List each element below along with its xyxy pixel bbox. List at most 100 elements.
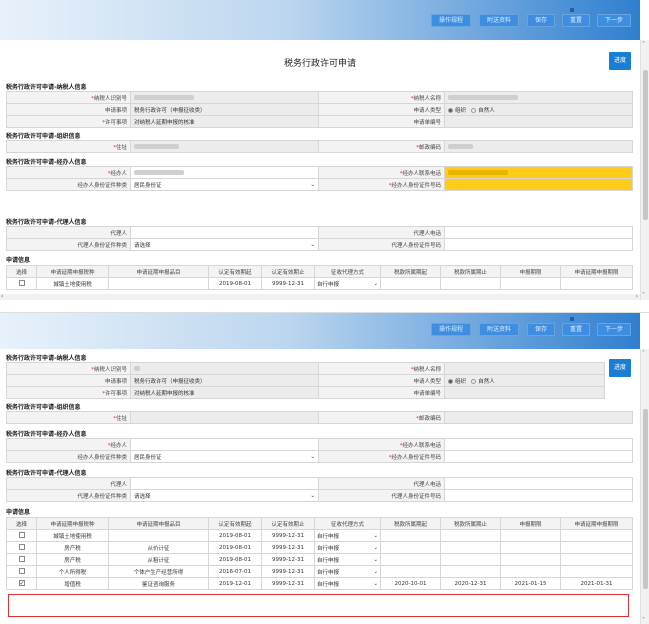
period-start-cell[interactable]: [380, 565, 441, 578]
row-checkbox[interactable]: [18, 568, 25, 575]
handler-idtype-select[interactable]: 居民身份证 ⌄: [130, 450, 319, 463]
grid-header: 征收代理方式: [314, 265, 381, 278]
scrollbar-thumb[interactable]: [643, 409, 648, 589]
screen-bottom: 操作规程 附送资料 保存 重置 下一步 进度 税务行政许可申请-纳税人信息 *纳…: [0, 312, 649, 624]
address-field[interactable]: [130, 411, 319, 424]
taxpayer-name-field[interactable]: [444, 91, 633, 104]
collection-mode-select[interactable]: 自行申报 ⌄: [314, 541, 381, 554]
period-end-cell[interactable]: [440, 565, 501, 578]
agent-idno-field[interactable]: [444, 238, 633, 251]
period-start-cell[interactable]: [380, 553, 441, 566]
handler-idtype-select[interactable]: 居民身份证 ⌄: [130, 178, 319, 191]
agent-name-field[interactable]: [130, 477, 319, 490]
attach-docs-button[interactable]: 附送资料: [479, 14, 519, 27]
extended-deadline-cell[interactable]: 2021-01-31: [560, 577, 633, 590]
vertical-scrollbar[interactable]: ˄ ˅: [640, 349, 649, 624]
chevron-down-icon: ⌄: [373, 556, 378, 563]
doc-no-field: [444, 115, 633, 128]
collection-mode-select[interactable]: 自行申报 ⌄: [314, 565, 381, 578]
scrollbar-thumb[interactable]: [643, 70, 648, 220]
row-checkbox[interactable]: [18, 556, 25, 563]
agent-phone-label: 代理人电话: [318, 226, 445, 239]
vertical-scrollbar[interactable]: ˄ ˅: [640, 40, 649, 300]
period-start-cell[interactable]: 2020-10-01: [380, 577, 441, 590]
next-step-button[interactable]: 下一步: [597, 14, 631, 27]
applicant-type-radio[interactable]: 组织 自然人: [444, 103, 633, 116]
row-checkbox[interactable]: [18, 532, 25, 539]
scroll-right-icon[interactable]: ›: [635, 293, 638, 300]
agent-name-field[interactable]: [130, 226, 319, 239]
save-button[interactable]: 保存: [527, 323, 555, 336]
extended-deadline-cell[interactable]: [560, 553, 633, 566]
scroll-up-icon[interactable]: ˄: [642, 350, 645, 357]
agent-phone-field[interactable]: [444, 226, 633, 239]
collection-mode-select[interactable]: 自行申报 ⌄: [314, 529, 381, 542]
row-checkbox[interactable]: [18, 544, 25, 551]
progress-button[interactable]: 进度: [609, 52, 631, 70]
matter-field: 税务行政许可（申报征收类）: [130, 103, 319, 116]
agent-phone-field[interactable]: [444, 477, 633, 490]
agent-idno-label: 代理人身份证件号码: [318, 489, 445, 502]
taxpayer-form: *纳税人识别号 *纳税人名称 申请事项 税务行政许可（申报征收类） 申请人类型 …: [6, 91, 633, 128]
period-end-cell[interactable]: [440, 553, 501, 566]
radio-person[interactable]: [471, 107, 477, 113]
collection-mode-select[interactable]: 自行申报 ⌄: [314, 577, 381, 590]
row-checkbox[interactable]: ✓: [18, 580, 25, 588]
zip-field[interactable]: [444, 140, 633, 153]
extended-deadline-cell[interactable]: [560, 565, 633, 578]
chevron-down-icon: ⌄: [373, 544, 378, 551]
handler-name-field[interactable]: [130, 438, 319, 451]
period-start-cell[interactable]: [380, 541, 441, 554]
agent-idtype-select[interactable]: 请选择 ⌄: [130, 238, 319, 251]
handler-name-field[interactable]: [130, 166, 319, 179]
tax-type-cell: 增值税: [36, 577, 109, 590]
horizontal-scrollbar[interactable]: ‹ ›: [0, 293, 640, 300]
save-button[interactable]: 保存: [527, 14, 555, 27]
scroll-left-icon[interactable]: ‹: [1, 293, 4, 300]
reset-button[interactable]: 重置: [562, 14, 590, 27]
collection-mode-select[interactable]: 自行申报 ⌄: [314, 553, 381, 566]
scroll-down-icon[interactable]: ˅: [642, 292, 645, 299]
next-step-button[interactable]: 下一步: [597, 323, 631, 336]
handler-phone-field[interactable]: [444, 438, 633, 451]
period-end-cell[interactable]: [440, 529, 501, 542]
toolbar-marker: [570, 317, 574, 321]
taxpayer-id-field[interactable]: [130, 362, 319, 375]
chevron-down-icon: ⌄: [310, 453, 315, 460]
radio-org[interactable]: [448, 107, 453, 113]
handler-phone-field[interactable]: [444, 166, 633, 179]
attach-docs-button[interactable]: 附送资料: [479, 323, 519, 336]
period-start-cell[interactable]: [380, 529, 441, 542]
extended-deadline-cell[interactable]: [560, 541, 633, 554]
radio-person[interactable]: [471, 378, 477, 384]
period-end-cell[interactable]: [440, 541, 501, 554]
period-end-cell[interactable]: 2020-12-31: [440, 577, 501, 590]
reset-button[interactable]: 重置: [562, 323, 590, 336]
doc-no-label: 申请单编号: [318, 115, 445, 128]
radio-org[interactable]: [448, 378, 453, 384]
rules-button[interactable]: 操作规程: [431, 14, 471, 27]
scroll-down-icon[interactable]: ˅: [642, 617, 645, 624]
scroll-up-icon[interactable]: ˄: [642, 41, 645, 48]
permit-item-label: 许可事项: [104, 390, 127, 397]
permit-item-field: 对纳税人延期申报的核准: [130, 115, 319, 128]
org-form: *住址 *邮政编码: [6, 411, 633, 424]
applicant-type-radio[interactable]: 组织 自然人: [444, 374, 605, 387]
agent-idno-field[interactable]: [444, 489, 633, 502]
progress-button[interactable]: 进度: [609, 359, 631, 377]
apply-grid: 选择 申请延期申报税种 申请延期申报品目 认定有效期起 认定有效期止 征收代理方式 税款所属…: [6, 265, 633, 290]
row-checkbox[interactable]: [18, 280, 25, 287]
collection-mode-select[interactable]: 自行申报 ⌄: [314, 277, 381, 290]
table-row: 城镇土地使用税 2019-08-01 9999-12-31 自行申报 ⌄: [6, 277, 633, 290]
zip-field[interactable]: [444, 411, 633, 424]
section-handler: 税务行政许可申请-经办人信息: [6, 431, 87, 438]
extended-deadline-cell[interactable]: [560, 529, 633, 542]
handler-idno-field[interactable]: [444, 178, 633, 191]
handler-idno-field[interactable]: [444, 450, 633, 463]
address-field[interactable]: [130, 140, 319, 153]
section-apply: 申请信息: [6, 509, 31, 516]
taxpayer-name-field[interactable]: [444, 362, 605, 375]
agent-idtype-select[interactable]: 请选择 ⌄: [130, 489, 319, 502]
rules-button[interactable]: 操作规程: [431, 323, 471, 336]
taxpayer-id-field[interactable]: [130, 91, 319, 104]
